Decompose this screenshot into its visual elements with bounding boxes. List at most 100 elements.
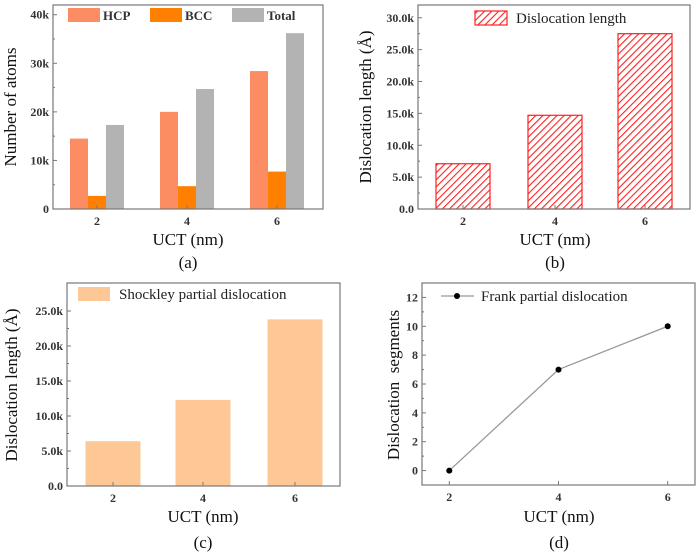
panel-d-y-tick-label: 6 (412, 377, 418, 391)
legend-swatch-dislocation-length (474, 10, 508, 26)
panel-a-bars (70, 33, 304, 209)
panel-a-x-tick-label: 2 (94, 214, 100, 228)
panel-c-legend: Shockley partial dislocation (78, 287, 287, 303)
bar-total-4 (196, 89, 214, 209)
panel-c-x-tick-label: 2 (110, 491, 116, 505)
panel-c-label: (c) (194, 533, 213, 552)
panel-d-y-tick-label: 2 (412, 435, 418, 449)
panel-c-y-tick-label: 0.0 (48, 479, 63, 493)
panel-c-y-tick-label: 10.0k (35, 409, 63, 423)
panel-d-y-tick-label: 8 (412, 348, 418, 362)
panel-b-x-tick-label: 4 (552, 214, 558, 228)
legend-label-total: Total (267, 8, 296, 23)
panel-d-legend: Frank partial dislocation (441, 289, 628, 305)
panel-a-y-axis: 0 10k 20k 30k 40k (30, 8, 57, 216)
bar-total-6 (286, 33, 304, 209)
panel-d-y-axis-title: Dislocation segments (384, 310, 403, 460)
legend-label-shockley-partial-dislocation: Shockley partial dislocation (119, 287, 287, 303)
panel-c-shockley-partial: 0.0 5.0k 10.0k 15.0k 20.0k 25.0k 2 4 6 Shockley… (2, 282, 341, 552)
bar-hcp-2 (70, 138, 88, 209)
bar-hcp-4 (160, 111, 178, 209)
bar-shockley-partial-dislocation-4 (175, 399, 231, 486)
panel-d-y-tick-label: 12 (406, 290, 418, 304)
bar-bcc-2 (88, 195, 106, 209)
bar-dislocation-length-6 (617, 33, 673, 210)
bar-dislocation-length-2 (435, 163, 491, 210)
panel-d-x-tick-label: 6 (665, 490, 671, 504)
panel-b-y-axis-title: Dislocation length (Å) (356, 31, 375, 184)
panel-d-x-axis: 2 4 6 (446, 481, 671, 504)
panel-a-frame (52, 4, 324, 210)
panel-a-x-tick-label: 6 (274, 214, 280, 228)
panel-a-y-tick-label: 10k (30, 153, 49, 167)
panel-d-series (446, 323, 671, 474)
panel-b-label: (b) (545, 253, 565, 272)
panel-b-y-tick-label: 0.0 (399, 202, 414, 216)
panel-a-legend: HCP BCC Total (68, 8, 296, 23)
panel-a-y-tick-label: 0 (43, 202, 49, 216)
legend-swatch-total (232, 8, 264, 22)
panel-c-bars (85, 319, 323, 486)
panel-b-y-tick-label: 5.0k (392, 170, 414, 184)
panel-a-y-tick-label: 40k (30, 8, 49, 22)
panel-a-x-axis: 2 4 6 (94, 205, 280, 228)
bar-bcc-4 (178, 186, 196, 209)
bar-shockley-partial-dislocation-2 (85, 441, 141, 486)
panel-c-x-tick-label: 6 (292, 491, 298, 505)
point-frank-partial-dislocation-6 (664, 323, 671, 330)
panel-c-y-axis: 0.0 5.0k 10.0k 15.0k 20.0k 25.0k (35, 304, 71, 493)
bar-total-2 (106, 124, 124, 209)
panel-c-frame (66, 282, 341, 487)
legend-swatch-shockley-partial-dislocation (78, 287, 110, 301)
panel-a-x-tick-label: 4 (184, 214, 190, 228)
panel-d-y-tick-label: 4 (412, 406, 418, 420)
legend-marker-frank-partial-dislocation (454, 293, 460, 299)
panel-b-x-axis-title: UCT (nm) (520, 230, 591, 249)
panel-c-y-axis-title: Dislocation length (Å) (2, 309, 21, 462)
panel-b-x-axis: 2 4 6 (460, 205, 648, 228)
legend-label-dislocation-length: Dislocation length (516, 11, 627, 27)
panel-b-y-tick-label: 25.0k (386, 43, 414, 57)
legend-label-bcc: BCC (185, 8, 212, 23)
panel-b-x-tick-label: 2 (460, 214, 466, 228)
panel-b-y-axis: 0.0 5.0k 10.0k 15.0k 20.0k 25.0k 30.0k (386, 11, 422, 216)
bar-shockley-partial-dislocation-6 (267, 319, 323, 486)
panel-a-y-tick-label: 20k (30, 105, 49, 119)
panel-b-y-tick-label: 15.0k (386, 106, 414, 120)
panel-d-frame (421, 282, 696, 486)
panel-c-x-axis: 2 4 6 (110, 482, 298, 505)
point-frank-partial-dislocation-4 (555, 366, 562, 373)
panel-a-y-axis-title: Number of atoms (1, 48, 20, 167)
panel-b-dislocation-length: 0.0 5.0k 10.0k 15.0k 20.0k 25.0k 30.0k 2 4 6 Dis… (356, 4, 691, 272)
bar-dislocation-length-4 (527, 114, 583, 210)
panel-d-x-tick-label: 4 (556, 490, 562, 504)
panel-a-x-axis-title: UCT (nm) (153, 230, 224, 249)
panel-d-label: (d) (549, 533, 569, 552)
panel-c-y-tick-label: 20.0k (35, 339, 63, 353)
legend-swatch-hcp (68, 8, 100, 22)
panel-b-y-tick-label: 30.0k (386, 11, 414, 25)
bar-bcc-6 (268, 171, 286, 209)
panel-b-bars (435, 33, 673, 210)
panel-d-y-tick-label: 10 (406, 319, 418, 333)
panel-b-y-tick-label: 20.0k (386, 75, 414, 89)
panel-b-legend: Dislocation length (474, 10, 627, 27)
panel-b-x-tick-label: 6 (642, 214, 648, 228)
panel-c-y-tick-label: 15.0k (35, 374, 63, 388)
panel-b-frame (417, 4, 691, 210)
panel-a-y-tick-label: 30k (30, 56, 49, 70)
legend-label-hcp: HCP (103, 8, 131, 23)
legend-swatch-bcc (150, 8, 182, 22)
panel-b-y-tick-label: 10.0k (386, 138, 414, 152)
panel-d-y-tick-label: 0 (412, 464, 418, 478)
panel-c-x-axis-title: UCT (nm) (168, 507, 239, 526)
panel-c-x-tick-label: 4 (200, 491, 206, 505)
panel-a-number-of-atoms: 0 10k 20k 30k 40k 2 4 6 HCP BCC Total UCT (nm) N… (1, 4, 324, 272)
line-frank-partial-dislocation (448, 325, 668, 472)
panel-d-x-axis-title: UCT (nm) (524, 507, 595, 526)
legend-label-frank-partial-dislocation: Frank partial dislocation (481, 289, 628, 305)
panel-d-y-axis: 0 2 4 6 8 10 12 (406, 290, 426, 478)
point-frank-partial-dislocation-2 (446, 467, 453, 474)
panel-c-y-tick-label: 25.0k (35, 304, 63, 318)
